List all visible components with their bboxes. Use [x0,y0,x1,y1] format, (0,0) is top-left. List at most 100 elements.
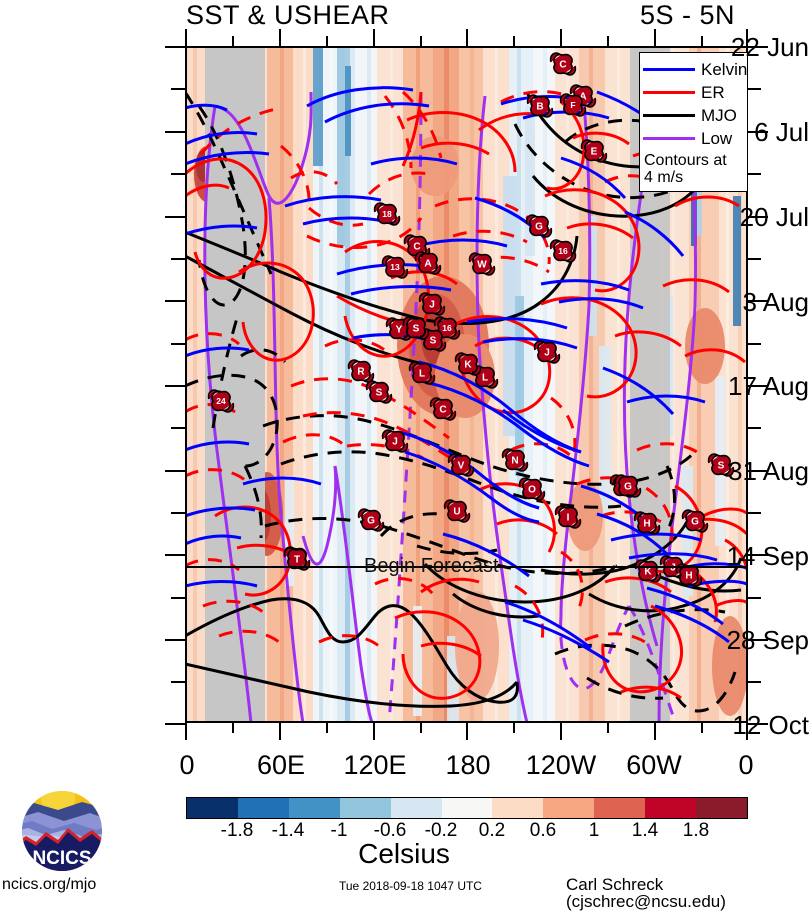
colorbar-tick-4: -0.2 [424,820,458,841]
legend-item-kelvin: Kelvin [643,58,747,81]
legend-label-er: ER [701,83,725,102]
x-tick-minor [607,723,609,733]
colorbar-swatch-6 [492,798,544,818]
x-tick-minor [701,723,703,733]
svg-text:H: H [643,519,650,530]
y-tick-right-minor [748,597,761,599]
storm-symbol: G [525,214,553,238]
y-tick-major [165,131,185,133]
storm-symbol: V [447,453,475,477]
y-tick-major [165,554,185,556]
colorbar-swatch-3 [339,798,391,818]
colorbar-swatch-4 [390,798,442,818]
colorbar-swatch-8 [594,798,646,818]
svg-text:W: W [477,260,487,271]
legend-label-kelvin: Kelvin [701,60,748,79]
svg-text:C: C [439,405,446,416]
y-axis-label-0: 22 Jun [730,32,809,62]
svg-text:K: K [464,360,472,371]
colorbar-swatch-5 [441,798,493,818]
legend-item-mjo: MJO [643,104,747,127]
y-axis-label-6: 14 Sep [726,541,809,571]
colorbar-tick-7: 1 [588,820,600,841]
svg-text:F: F [570,100,575,110]
legend-item-low: Low [643,127,747,150]
x-tick-top-major [560,29,562,46]
x-axis-label-2: 120E [343,750,407,780]
storm-symbol: T [283,547,311,571]
svg-text:V: V [458,461,465,472]
colorbar-swatch-9 [645,798,697,818]
y-tick-major [165,46,185,48]
y-tick-minor [171,427,185,429]
storm-symbol: J [533,340,561,364]
y-tick-major [165,216,185,218]
colorbar [186,797,748,819]
storm-symbol: C [549,52,577,76]
storm-symbol: G [614,474,642,498]
x-tick-top-major [373,29,375,46]
storm-symbol: J [381,429,409,453]
y-tick-right-major [748,723,768,725]
svg-text:L: L [419,369,425,380]
storm-symbol: H [675,563,703,587]
footer-author[interactable]: Carl Schreck (cjschrec@ncsu.edu) [566,875,726,911]
y-tick-major [165,385,185,387]
x-tick-top-minor [420,36,422,46]
svg-text:K: K [644,567,652,578]
storm-symbol: S [402,316,430,340]
kelvin-line-swatch [643,68,695,71]
storm-symbol: S [707,453,735,477]
colorbar-tick-1: -1.4 [271,820,305,841]
colorbar-swatch-2 [288,798,340,818]
y-tick-right-major [748,470,768,472]
y-axis-label-2: 20 Jul [739,202,809,232]
legend-label-mjo: MJO [701,106,737,125]
legend-item-er: ER [643,81,747,104]
x-tick-major [373,723,375,740]
storm-symbol: 18 [373,202,401,226]
svg-text:C: C [559,60,566,71]
y-tick-major [165,470,185,472]
y-tick-right-minor [748,173,761,175]
svg-text:J: J [670,563,676,574]
x-tick-major [746,723,748,740]
colorbar-swatch-10 [696,798,747,818]
svg-text:L: L [482,373,488,384]
storm-symbol: G [357,508,385,532]
x-tick-major [654,723,656,740]
svg-text:S: S [718,461,725,472]
x-tick-major [185,723,187,740]
svg-text:H: H [685,571,692,582]
x-axis-label-6: 0 [738,750,754,780]
page-title: SST & USHEAR [186,0,390,30]
storm-symbol: A [414,251,442,275]
y-tick-minor [171,343,185,345]
colorbar-tick-2: -1 [330,820,348,841]
storm-symbol: 13 [381,255,409,279]
storm-symbol: L [408,361,436,385]
colorbar-tick-0: -1.8 [220,820,254,841]
storm-symbol: F [559,93,587,117]
svg-text:E: E [591,147,598,158]
x-tick-minor [326,723,328,733]
storm-symbol: S [365,380,393,404]
y-axis-label-5: 31 Aug [728,456,809,486]
svg-text:S: S [413,324,420,335]
footer-timestamp: Tue 2018-09-18 1047 UTC [339,879,482,893]
legend-label-low: Low [701,129,733,148]
kelvin-contours [185,86,748,664]
latitude-band-label: 5S - 5N [640,0,736,30]
y-tick-right-major [748,639,768,641]
svg-text:R: R [357,367,365,378]
svg-text:G: G [691,517,699,528]
footer-website[interactable]: ncics.org/mjo [2,876,97,893]
x-tick-top-minor [607,36,609,46]
x-tick-minor [232,723,234,733]
colorbar-tick-3: -0.6 [373,820,407,841]
y-tick-minor [171,681,185,683]
colorbar-title: Celsius [358,838,450,869]
y-axis-label-7: 28 Sep [726,625,809,655]
x-tick-minor [513,723,515,733]
